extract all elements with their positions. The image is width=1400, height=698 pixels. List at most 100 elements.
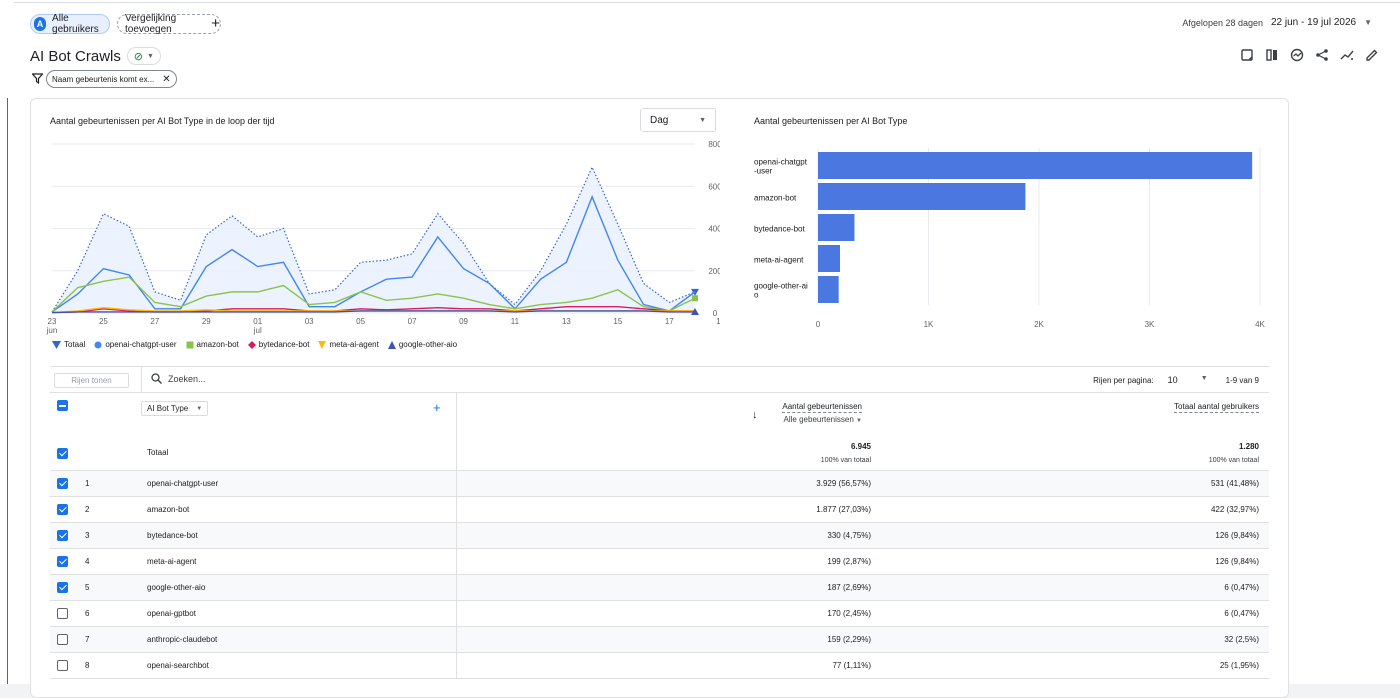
- category-label: -user: [754, 167, 773, 176]
- column-divider: [456, 393, 457, 471]
- row-checkbox[interactable]: [57, 608, 68, 619]
- legend-item-openai-chatgpt-user[interactable]: openai-chatgpt-user: [94, 340, 177, 349]
- table-body: 1 openai-chatgpt-user 3.929 (56,57%) 531 (4…: [50, 471, 1269, 679]
- row-metric1: 77 (1,11%): [832, 661, 871, 670]
- granularity-dropdown[interactable]: Dag ▼: [640, 108, 716, 132]
- column-divider: [456, 653, 457, 678]
- x-tick-label: 17: [665, 317, 674, 326]
- table-row[interactable]: 8 openai-searchbot 77 (1,11%) 25 (1,95%): [50, 653, 1269, 679]
- report-toolbar: [1239, 47, 1380, 63]
- legend-item-meta-ai-agent[interactable]: meta-ai-agent: [318, 340, 379, 349]
- x-tick-label: 29: [202, 317, 211, 326]
- legend-label: Totaal: [64, 340, 86, 349]
- series-line-Totaal: [51, 165, 696, 313]
- bar-bytedance-bot: [818, 214, 855, 241]
- row-name: bytedance-bot: [147, 531, 198, 540]
- dimension-select[interactable]: AI Bot Type ▼: [141, 401, 209, 416]
- row-metric2: 422 (32,97%): [1210, 505, 1259, 514]
- chevron-down-icon: ▼: [1364, 18, 1372, 27]
- row-checkbox[interactable]: [57, 556, 68, 567]
- metric1-header[interactable]: Aantal gebeurtenissen Alle gebeurtenisse…: [782, 402, 862, 424]
- filter-chip-label: Naam gebeurtenis komt ex...: [52, 74, 155, 84]
- add-dimension-button[interactable]: +: [433, 400, 441, 415]
- table-row[interactable]: 7 anthropic-claudebot 159 (2,29%) 32 (2,5%): [50, 627, 1269, 653]
- category-label: bytedance-bot: [754, 225, 805, 234]
- trend-icon[interactable]: [1339, 47, 1355, 63]
- row-checkbox[interactable]: [57, 634, 68, 645]
- table-header: AI Bot Type ▼ + ↓ Aantal gebeurtenissen …: [50, 393, 1269, 471]
- total-metric1: 6.945 100% van totaal: [821, 442, 871, 464]
- metric1-filter[interactable]: Alle gebeurtenissen ▼: [782, 415, 862, 424]
- row-checkbox[interactable]: [57, 660, 68, 671]
- bar-openai-chatgpt-user: [818, 152, 1253, 179]
- legend-item-amazon-bot[interactable]: amazon-bot: [186, 340, 239, 349]
- row-checkbox[interactable]: [57, 478, 68, 489]
- row-metric2: 6 (0,47%): [1224, 609, 1259, 618]
- edit-note-icon[interactable]: [1239, 47, 1255, 63]
- date-range-picker[interactable]: Afgelopen 28 dagen 22 jun - 19 jul 2026 …: [1182, 17, 1372, 28]
- close-icon[interactable]: ✕: [162, 73, 171, 85]
- row-checkbox[interactable]: [57, 582, 68, 593]
- y-tick-label: 0: [713, 309, 718, 318]
- rows-per-page-select[interactable]: 10 ▼: [1168, 375, 1208, 385]
- row-name: meta-ai-agent: [147, 557, 197, 566]
- category-label: openai-chatgpt: [754, 158, 808, 167]
- metric1-label: Aantal gebeurtenissen: [782, 402, 862, 413]
- row-index: 4: [85, 557, 90, 566]
- legend-item-bytedance-bot[interactable]: bytedance-bot: [247, 340, 309, 349]
- row-name: google-other-aio: [147, 583, 206, 592]
- pagination-range: 1-9 van 9: [1225, 375, 1259, 385]
- series-line-openai-chatgpt-user: [51, 194, 696, 313]
- table-row[interactable]: 3 bytedance-bot 330 (4,75%) 126 (9,84%): [50, 523, 1269, 549]
- total-label: Totaal: [147, 448, 169, 457]
- bar-meta-ai-agent: [818, 245, 840, 272]
- row-checkbox[interactable]: [57, 504, 68, 515]
- metric2-label: Totaal aantal gebruikers: [1174, 402, 1259, 413]
- table-row[interactable]: 1 openai-chatgpt-user 3.929 (56,57%) 531 (4…: [50, 471, 1269, 497]
- row-index: 2: [85, 505, 90, 514]
- select-all-checkbox[interactable]: [57, 400, 68, 411]
- x-tick-label: 2K: [1034, 320, 1044, 329]
- row-checkbox[interactable]: [57, 530, 68, 541]
- x-tick-label: 01: [253, 317, 262, 326]
- table-row[interactable]: 5 google-other-aio 187 (2,69%) 6 (0,47%): [50, 575, 1269, 601]
- line-chart-title: Aantal gebeurtenissen per AI Bot Type in…: [50, 116, 275, 126]
- toolbar-divider: [141, 367, 142, 393]
- share-icon[interactable]: [1314, 47, 1330, 63]
- bar-google-other-aio: [818, 276, 839, 303]
- total-row-checkbox[interactable]: [57, 448, 68, 459]
- row-metric1: 187 (2,69%): [827, 583, 871, 592]
- legend-item-totaal[interactable]: Totaal: [52, 340, 85, 349]
- row-metric1: 1.877 (27,03%): [816, 505, 871, 514]
- table-row[interactable]: 6 openai-gptbot 170 (2,45%) 6 (0,47%): [50, 601, 1269, 627]
- chevron-down-icon: ▼: [856, 418, 862, 424]
- x-tick-label: 11: [511, 317, 520, 326]
- pencil-icon[interactable]: [1364, 47, 1380, 63]
- add-comparison-button[interactable]: Vergelijking toevoegen +: [117, 13, 221, 35]
- row-index: 6: [85, 609, 90, 618]
- insights-icon[interactable]: [1289, 47, 1305, 63]
- search-input[interactable]: Zoeken...: [168, 373, 206, 384]
- legend-item-google-other-aio[interactable]: google-other-aio: [387, 340, 457, 349]
- search-box[interactable]: Zoeken...: [151, 373, 206, 384]
- audience-chip[interactable]: A Alle gebruikers: [30, 13, 110, 35]
- metric2-header[interactable]: Totaal aantal gebruikers: [1174, 402, 1259, 413]
- sort-descending-icon[interactable]: ↓: [752, 409, 758, 421]
- column-divider: [456, 575, 457, 600]
- legend-label: meta-ai-agent: [329, 340, 379, 349]
- report-page: A Alle gebruikers Vergelijking toevoegen…: [0, 0, 1400, 684]
- search-icon: [151, 373, 162, 384]
- filter-chip[interactable]: Naam gebeurtenis komt ex... ✕: [46, 70, 177, 88]
- x-tick-label: 15: [613, 317, 622, 326]
- report-status-button[interactable]: ⊘ ▼: [126, 47, 161, 65]
- compare-columns-icon[interactable]: [1264, 47, 1280, 63]
- total-metric2-sub: 100% van totaal: [1208, 457, 1259, 464]
- table-row[interactable]: 4 meta-ai-agent 199 (2,87%) 126 (9,84%): [50, 549, 1269, 575]
- page-title-row: AI Bot Crawls ⊘ ▼: [30, 47, 161, 65]
- x-tick-label: 03: [305, 317, 314, 326]
- show-rows-button[interactable]: Rijen tonen: [54, 373, 129, 388]
- total-metric1-value: 6.945: [850, 442, 871, 451]
- column-divider: [456, 523, 457, 548]
- table-row[interactable]: 2 amazon-bot 1.877 (27,03%) 422 (32,97%): [50, 497, 1269, 523]
- bar-amazon-bot: [818, 183, 1026, 210]
